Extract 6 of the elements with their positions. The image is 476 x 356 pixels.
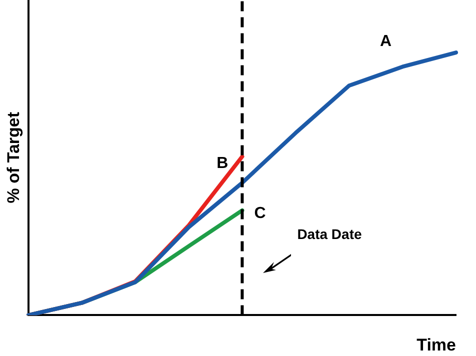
x-axis-title: Time (416, 335, 456, 354)
annotation: Data Date (297, 226, 362, 242)
series-label: C (254, 204, 266, 222)
series-label: A (380, 33, 392, 50)
y-axis-title: % of Target (4, 112, 23, 204)
series-label: B (216, 154, 228, 172)
